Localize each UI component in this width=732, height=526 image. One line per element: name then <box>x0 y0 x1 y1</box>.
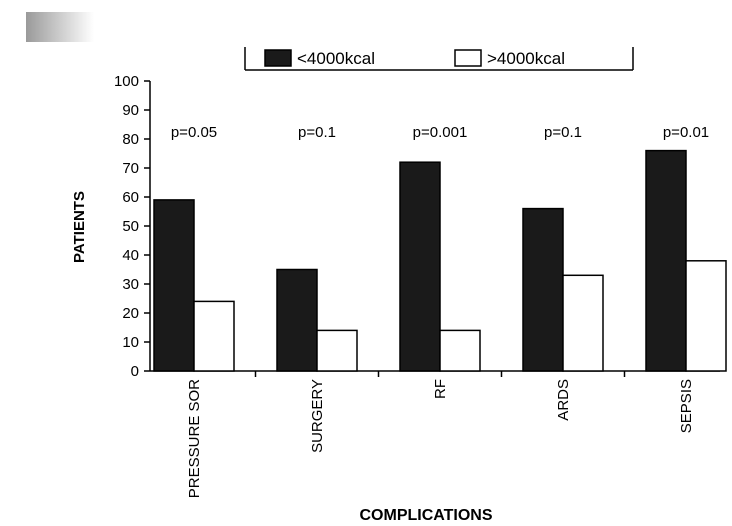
bar-series-1 <box>399 161 441 372</box>
y-tick-label: 0 <box>131 363 139 380</box>
x-tick-label: RF <box>432 379 449 399</box>
bar-series-2 <box>685 260 727 372</box>
x-axis-label: COMPLICATIONS <box>359 507 492 524</box>
x-tick-label: ARDS <box>555 379 572 421</box>
bar-series-2 <box>439 329 481 372</box>
p-value-annotation: p=0.001 <box>413 124 468 141</box>
legend-label-series-2: >4000kcal <box>487 49 565 68</box>
y-tick-label: 60 <box>122 189 139 206</box>
legend: <4000kcal >4000kcal <box>244 47 634 71</box>
bar-series-2 <box>193 300 235 372</box>
legend-swatch-series-2 <box>454 49 482 67</box>
y-tick-label: 20 <box>122 305 139 322</box>
legend-label-series-1: <4000kcal <box>297 49 375 68</box>
y-tick-label: 90 <box>122 102 139 119</box>
y-tick-label: 80 <box>122 131 139 148</box>
y-tick-label: 70 <box>122 160 139 177</box>
plot-area: 0 10 20 30 40 50 60 70 80 90 100 PRESSURE SOR p=0.05… <box>114 73 727 498</box>
y-tick-label: 50 <box>122 218 139 235</box>
p-value-annotation: p=0.05 <box>171 124 217 141</box>
y-tick-label: 100 <box>114 73 139 90</box>
corner-decoration <box>26 12 94 42</box>
p-value-annotation: p=0.01 <box>663 124 709 141</box>
p-value-annotation: p=0.1 <box>544 124 582 141</box>
bar-series-1 <box>153 199 195 372</box>
bar-series-2 <box>562 274 604 372</box>
x-tick-label: SEPSIS <box>678 379 695 433</box>
bar-series-1 <box>522 207 564 372</box>
legend-swatch-series-1 <box>264 49 292 67</box>
x-tick-label: PRESSURE SOR <box>186 379 203 498</box>
bar-series-2 <box>316 329 358 372</box>
x-tick-label: SURGERY <box>309 379 326 453</box>
y-tick-label: 10 <box>122 334 139 351</box>
bar-series-1 <box>276 268 318 372</box>
p-value-annotation: p=0.1 <box>298 124 336 141</box>
y-tick-label: 30 <box>122 276 139 293</box>
bar-series-1 <box>645 149 687 372</box>
y-axis-label: PATIENTS <box>71 191 88 263</box>
y-tick-label: 40 <box>122 247 139 264</box>
